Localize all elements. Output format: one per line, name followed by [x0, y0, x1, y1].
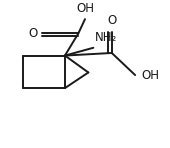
Text: OH: OH: [76, 2, 94, 15]
Text: NH₂: NH₂: [95, 31, 117, 44]
Text: O: O: [107, 14, 116, 27]
Text: OH: OH: [142, 69, 160, 82]
Text: O: O: [29, 27, 38, 40]
